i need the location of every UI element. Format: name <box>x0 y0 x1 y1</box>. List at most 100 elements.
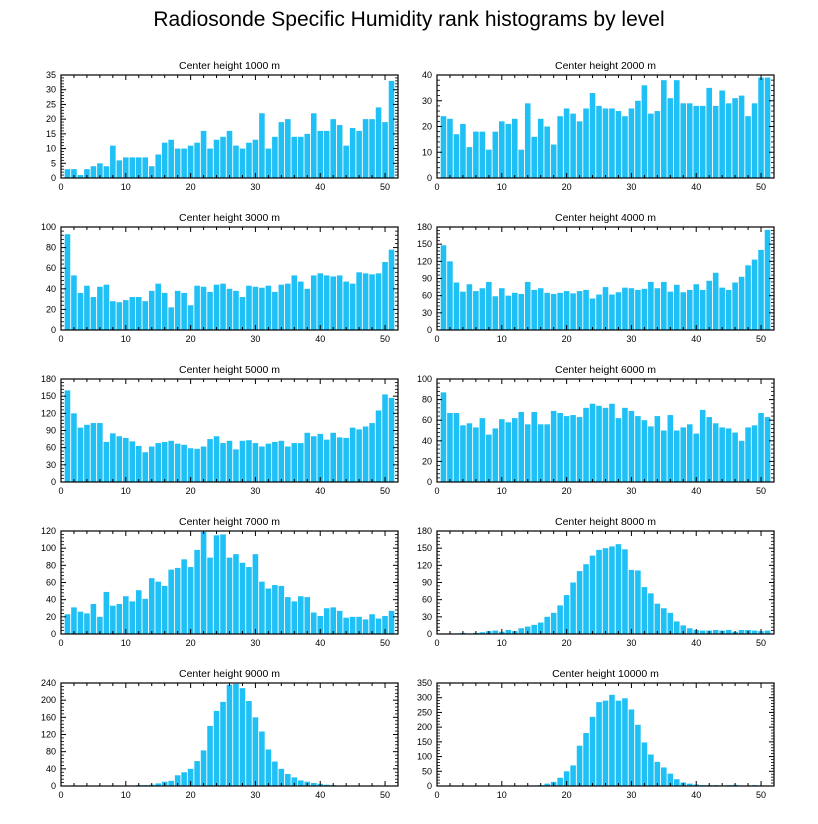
bar <box>194 285 200 330</box>
bar <box>323 608 330 634</box>
x-tick-label: 50 <box>380 638 390 648</box>
bar <box>615 700 622 786</box>
bar <box>84 285 90 330</box>
bar <box>758 77 764 178</box>
bar <box>239 440 246 482</box>
bar <box>213 710 220 786</box>
bar <box>453 134 460 178</box>
y-tick-label: 30 <box>422 308 432 318</box>
bar <box>738 95 745 178</box>
bar <box>220 443 226 482</box>
x-tick-label: 40 <box>691 334 701 344</box>
bar <box>246 701 252 786</box>
x-tick-label: 50 <box>756 334 766 344</box>
bar <box>667 291 674 330</box>
bar <box>71 413 77 482</box>
bar <box>583 564 589 634</box>
bar <box>460 291 466 330</box>
bar <box>628 108 635 178</box>
bar <box>90 423 97 482</box>
bar <box>142 157 149 178</box>
bar <box>187 305 194 330</box>
y-tick-label: 40 <box>422 436 432 446</box>
bar <box>583 407 589 482</box>
bar <box>589 716 596 786</box>
y-tick-label: 180 <box>41 374 56 384</box>
y-tick-label: 90 <box>422 274 432 284</box>
x-tick-label: 30 <box>626 182 636 192</box>
x-tick-label: 0 <box>58 638 63 648</box>
panel-6: Center height 6000 m 0 10 20 30 40 50 0 20 40 60 80… <box>417 364 775 496</box>
x-tick-label: 10 <box>121 182 131 192</box>
bar <box>524 424 531 482</box>
bar <box>382 122 388 178</box>
bar <box>641 85 648 178</box>
bar <box>388 80 395 178</box>
y-tick-label: 80 <box>46 243 56 253</box>
y-tick-label: 150 <box>41 391 56 401</box>
bar <box>745 116 751 178</box>
bar <box>563 771 570 786</box>
y-tick-label: 10 <box>422 147 432 157</box>
bar <box>84 613 90 634</box>
bar <box>356 429 362 482</box>
bar <box>602 287 609 330</box>
x-tick-label: 40 <box>691 638 701 648</box>
bar <box>635 416 641 482</box>
bar <box>181 444 187 482</box>
bar <box>486 149 492 178</box>
bar <box>161 142 168 178</box>
y-tick-label: 120 <box>417 560 432 570</box>
bar <box>97 616 103 634</box>
panel-1: Center height 1000 m 0 10 20 30 40 50 0 5 10 15 20 2… <box>46 60 399 192</box>
bar <box>382 615 388 634</box>
panel-title: Center height 4000 m <box>555 212 656 224</box>
bar <box>259 581 265 634</box>
x-tick-label: 20 <box>186 790 196 800</box>
bar <box>278 122 285 178</box>
bar <box>609 108 615 178</box>
bar <box>674 80 680 178</box>
panel-title: Center height 9000 m <box>179 668 280 680</box>
bar <box>557 777 563 786</box>
y-tick-label: 240 <box>41 678 56 688</box>
bar <box>602 407 609 482</box>
bar <box>622 698 628 786</box>
bar <box>285 283 291 330</box>
y-tick-label: 0 <box>51 325 56 335</box>
bar <box>635 100 641 178</box>
bar <box>103 441 110 482</box>
bar <box>194 142 200 178</box>
bar <box>71 275 77 330</box>
bar <box>343 281 349 330</box>
bar <box>615 544 622 634</box>
y-tick-label: 30 <box>46 460 56 470</box>
bar <box>712 423 719 482</box>
bar <box>207 725 213 786</box>
bar <box>155 581 161 634</box>
bar <box>285 597 291 634</box>
bar <box>129 157 136 178</box>
bar <box>155 783 161 786</box>
bar <box>466 423 473 482</box>
bar <box>174 290 181 330</box>
bar <box>596 105 602 178</box>
bar <box>550 410 557 482</box>
y-tick-label: 120 <box>417 256 432 266</box>
panel-title: Center height 7000 m <box>179 516 280 528</box>
bar <box>686 783 693 786</box>
bar <box>751 425 758 482</box>
y-tick-label: 40 <box>46 284 56 294</box>
bar <box>129 601 136 634</box>
bar <box>706 87 712 179</box>
x-tick-label: 30 <box>250 334 260 344</box>
y-tick-label: 20 <box>46 612 56 622</box>
bar <box>155 283 161 330</box>
x-tick-label: 40 <box>691 790 701 800</box>
panel-7: Center height 7000 m 0 10 20 30 40 50 0 20 40 60 80… <box>41 516 399 648</box>
bar <box>609 403 615 482</box>
bar <box>265 588 272 634</box>
x-tick-label: 10 <box>121 486 131 496</box>
bar <box>168 780 174 786</box>
bar <box>187 448 194 482</box>
